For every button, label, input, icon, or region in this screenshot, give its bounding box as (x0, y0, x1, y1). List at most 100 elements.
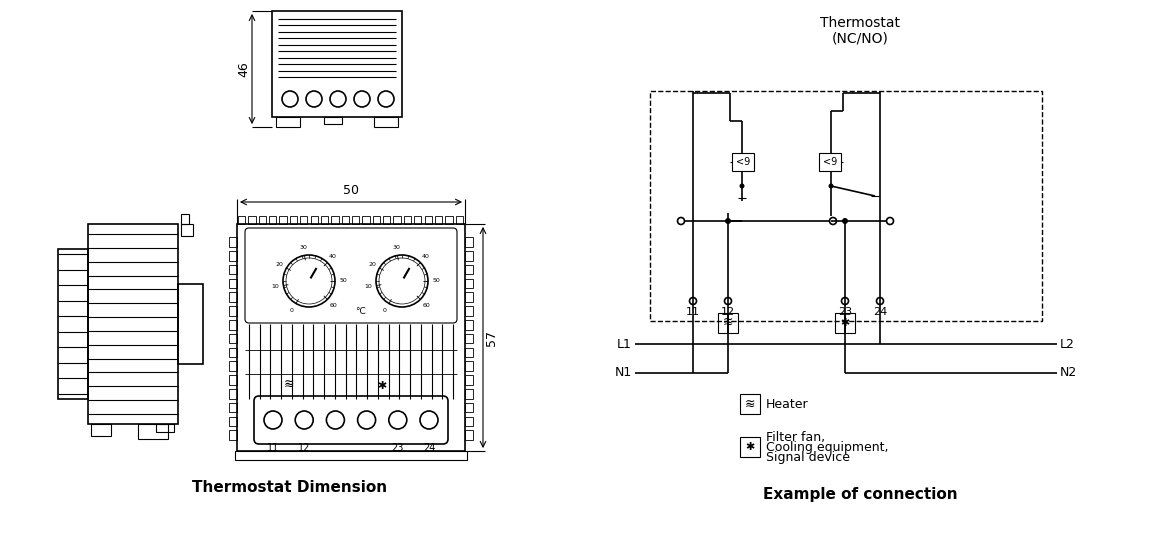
Bar (300, 216, 307, 224)
Bar (229, 320, 237, 330)
Circle shape (739, 183, 744, 188)
Bar (733, 153, 754, 171)
Text: 11: 11 (267, 443, 279, 453)
Text: 11: 11 (687, 307, 700, 317)
Bar (138, 424, 168, 439)
Bar (229, 430, 237, 440)
Bar (465, 416, 473, 426)
Text: 24: 24 (873, 307, 887, 317)
Bar (229, 265, 237, 274)
Text: 10: 10 (271, 285, 279, 290)
Text: 20: 20 (369, 262, 376, 267)
Bar (229, 292, 237, 302)
Text: 50: 50 (343, 184, 359, 197)
Bar (445, 216, 453, 224)
Bar (324, 117, 342, 124)
Text: 30: 30 (392, 245, 400, 250)
Bar (435, 216, 442, 224)
Text: 40: 40 (329, 254, 337, 259)
Bar (465, 402, 473, 413)
Bar (393, 216, 400, 224)
Text: 12: 12 (721, 307, 735, 317)
Text: Signal device: Signal device (766, 452, 850, 465)
Text: N1: N1 (615, 367, 632, 380)
Bar (465, 292, 473, 302)
Bar (229, 348, 237, 357)
Bar (259, 216, 266, 224)
Text: 12: 12 (298, 443, 311, 453)
Bar (414, 216, 421, 224)
Text: Thermostat: Thermostat (820, 16, 900, 30)
Text: L2: L2 (1060, 338, 1075, 350)
Text: 0: 0 (290, 308, 294, 313)
Text: 50: 50 (339, 278, 347, 283)
Bar (465, 278, 473, 288)
Bar (465, 430, 473, 440)
Text: L1: L1 (618, 338, 633, 350)
Bar (465, 348, 473, 357)
Text: <9: <9 (823, 157, 837, 167)
Bar (229, 306, 237, 316)
Bar (465, 237, 473, 247)
Bar (238, 216, 245, 224)
Bar (235, 451, 467, 460)
Bar (465, 306, 473, 316)
Bar (362, 216, 369, 224)
Bar (718, 312, 738, 333)
Text: 50: 50 (432, 278, 439, 283)
Text: 60: 60 (329, 302, 337, 307)
Text: N2: N2 (1060, 367, 1078, 380)
Bar (321, 216, 328, 224)
Bar (455, 216, 463, 224)
Circle shape (842, 218, 848, 224)
Text: Thermostat Dimension: Thermostat Dimension (192, 480, 388, 495)
Bar (465, 320, 473, 330)
Text: ≋: ≋ (283, 378, 294, 391)
Circle shape (724, 218, 731, 224)
Bar (383, 216, 390, 224)
Bar (342, 216, 348, 224)
Bar (181, 224, 193, 236)
Bar (229, 402, 237, 413)
Bar (465, 375, 473, 385)
Bar (465, 361, 473, 371)
Text: Filter fan,: Filter fan, (766, 432, 826, 444)
Bar (178, 284, 204, 364)
Bar (248, 216, 255, 224)
Bar (156, 424, 174, 432)
Bar (229, 278, 237, 288)
Bar (650, 91, 1042, 321)
Bar (237, 224, 465, 451)
Bar (58, 249, 89, 399)
Bar (465, 334, 473, 343)
Bar (739, 394, 760, 414)
Bar (279, 216, 286, 224)
Bar (465, 265, 473, 274)
Text: 40: 40 (422, 254, 430, 259)
Text: 60: 60 (422, 302, 430, 307)
Bar (273, 11, 402, 117)
Bar (465, 389, 473, 399)
Bar (352, 216, 359, 224)
Text: 0: 0 (383, 308, 386, 313)
Text: ✱: ✱ (841, 318, 850, 328)
Bar (374, 117, 398, 127)
Text: 23: 23 (838, 307, 852, 317)
Bar (465, 251, 473, 260)
Bar (290, 216, 297, 224)
Bar (229, 334, 237, 343)
Text: (NC/NO): (NC/NO) (831, 32, 889, 46)
Bar (181, 214, 189, 224)
Text: Example of connection: Example of connection (762, 486, 957, 501)
Bar (89, 224, 178, 424)
Bar (373, 216, 380, 224)
Bar (229, 389, 237, 399)
Bar (404, 216, 411, 224)
Bar (229, 416, 237, 426)
Bar (91, 424, 112, 436)
Text: 57: 57 (484, 329, 498, 345)
Bar (229, 251, 237, 260)
Text: ✱: ✱ (377, 381, 386, 391)
Text: 23: 23 (392, 443, 404, 453)
Text: °C: °C (355, 307, 366, 316)
